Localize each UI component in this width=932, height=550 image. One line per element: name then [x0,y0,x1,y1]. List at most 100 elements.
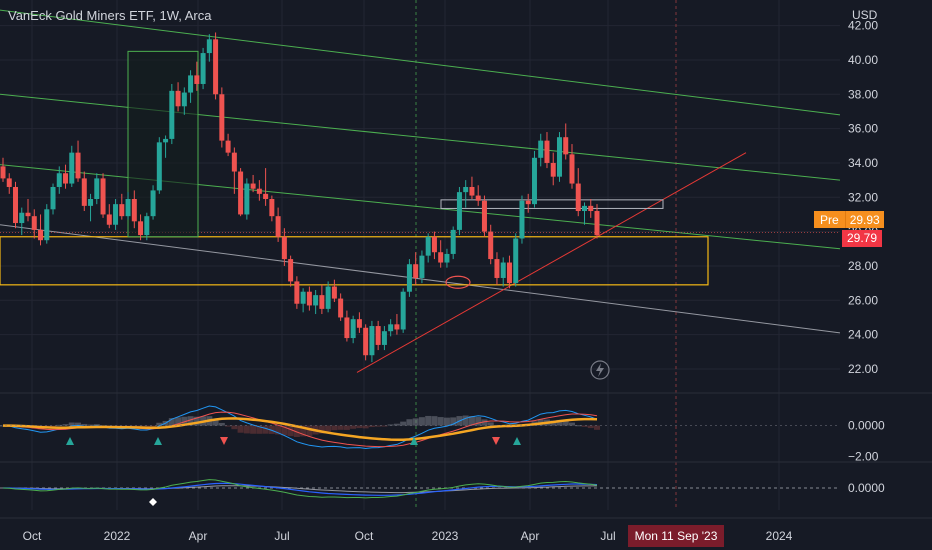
macd-histogram-bar [381,425,388,427]
signal-line [3,411,598,448]
macd-histogram-bar [431,416,438,426]
candle-down [356,319,362,328]
candle-up [513,238,519,284]
macd-histogram-bar [594,425,600,430]
macd-histogram-bar [306,425,313,436]
candle-down [219,94,225,141]
candle-down [63,173,69,184]
candle-down [138,221,144,236]
candle-up [381,331,387,345]
candle-down [269,199,275,217]
macd-histogram-bar [275,425,282,435]
candle-up [419,255,425,278]
candle-up [113,204,119,225]
price-tick-label: 38.00 [848,87,878,101]
price-axis[interactable]: 42.0040.0038.0036.0034.0032.0030.0028.00… [848,19,885,495]
macd-histogram-bar [56,424,63,426]
candle-up [450,229,456,254]
time-tick-label: 2024 [766,529,793,543]
rising-trendline [356,152,747,373]
slow-average-line [3,417,598,441]
macd-histogram-bar [281,425,288,436]
diamond-marker [149,498,157,506]
candle-down [363,327,369,356]
candle-up [88,199,94,206]
macd-histogram-bar [293,425,300,438]
rally-box [127,50,199,238]
macd-histogram-bar [406,419,413,426]
macd-histogram-bar [262,425,269,434]
macd-pane [0,392,932,450]
candle-up [156,142,162,191]
macd-histogram-bar [150,425,157,427]
macd-histogram-bar [568,422,575,426]
candle-down [338,298,344,318]
macd-histogram-bar [418,417,425,426]
macd-histogram-bar [187,416,194,426]
candle-down [550,162,556,177]
macd-histogram-bar [362,425,369,429]
oscillator-pane [0,461,932,506]
candle-down [481,200,487,232]
candle-up [406,264,412,292]
time-axis[interactable]: Oct 2022 Apr Jul Oct 2023 Apr Jul 2024 [23,529,793,543]
candle-up [69,152,75,184]
price-tick-label: 34.00 [848,156,878,170]
candle-up [444,253,450,263]
macd-tick-label: 0.0000 [848,419,885,433]
candle-up [500,262,506,278]
macd-histogram-bar [368,425,375,428]
candle-down [13,186,19,224]
macd-histogram-bar [450,417,457,426]
candle-up [456,192,462,230]
candle-down [525,200,531,205]
time-tick-label: Apr [189,529,208,543]
candle-up [244,183,250,215]
candle-down [331,286,337,299]
candle-down [569,154,575,184]
chart-title: VanEck Gold Miners ETF, 1W, Arca [8,8,212,23]
candle-down [25,212,31,217]
lightning-icon-bolt [596,363,604,377]
candle-up [94,178,100,199]
channel-mid-line [0,93,841,181]
buy-signal-marker [154,437,162,445]
candle-up [56,173,62,187]
macd-histogram-bar [256,425,263,434]
macd-histogram-bar [468,415,475,426]
candle-down [344,317,350,339]
candle-down [575,183,581,212]
macd-histogram-bar [412,418,419,426]
candle-down [488,231,494,260]
time-tick-label: Jul [274,529,289,543]
channel-gray-line [0,224,841,334]
macd-histogram-bar [156,422,163,426]
macd-histogram-bar [218,422,225,426]
time-tick-label: 2023 [432,529,459,543]
macd-histogram-bar [250,425,257,434]
candle-down [31,216,37,230]
macd-histogram-bar [50,425,57,427]
candle-down [119,204,125,217]
candle-down [506,262,512,284]
drawings [0,9,841,380]
candle-up [125,199,131,217]
candle-down [100,178,106,215]
candle-down [263,193,269,199]
macd-histogram-bar [87,424,94,426]
candle-up [369,326,375,356]
candle-up [300,291,306,304]
macd-histogram-bar [175,417,182,426]
osc-line-blue [3,482,598,496]
time-tick-label: Apr [521,529,540,543]
candle-down [75,152,81,179]
candle-down [231,152,237,172]
candle-up [188,75,194,93]
candle-down [494,259,500,278]
macd-histogram-bar [287,425,294,437]
candle-down [475,195,481,201]
macd-histogram-bar [437,417,444,426]
macd-histogram-bar [318,425,325,434]
channel-upper-line [0,9,841,116]
